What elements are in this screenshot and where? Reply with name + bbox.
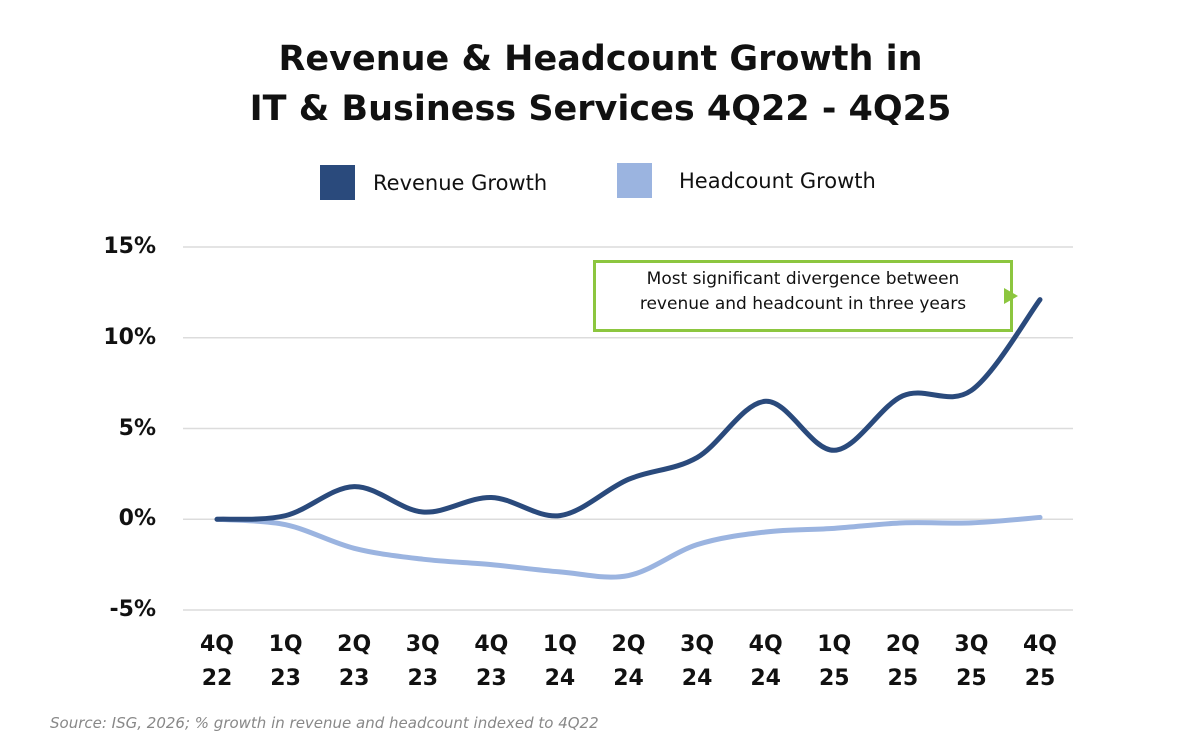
x-tick-label: 3Q 23 <box>405 632 440 691</box>
source: Source: ISG, 2026; % growth in revenue a… <box>50 714 599 732</box>
y-tick-label: 5% <box>118 415 156 441</box>
legend-label: Headcount Growth <box>679 169 876 193</box>
x-tick-label: 1Q 24 <box>542 632 577 691</box>
x-tick-label: 2Q 24 <box>611 632 646 691</box>
x-tick-label: 4Q 23 <box>474 632 509 691</box>
data-line <box>214 297 1043 522</box>
y-tick-label: 0% <box>118 506 156 532</box>
x-tick-label: 4Q 24 <box>748 632 783 691</box>
x-tick-label: 2Q 25 <box>885 632 920 691</box>
annotation: Most significant divergence between reve… <box>593 260 1013 332</box>
x-tick-label: 1Q 25 <box>817 632 852 691</box>
x-tick-label: 4Q 25 <box>1022 632 1057 691</box>
legend-swatch <box>617 163 652 198</box>
y-tick-label: 15% <box>103 234 156 259</box>
x-tick-label: 3Q 24 <box>680 632 715 691</box>
legend-swatch <box>320 165 355 200</box>
x-tick-label: 4Q 22 <box>199 632 234 691</box>
x-tick-label: 3Q 25 <box>954 632 989 691</box>
legend-label: Revenue Growth <box>373 171 548 195</box>
x-tick-label: 2Q 23 <box>337 632 372 691</box>
data-line <box>214 514 1043 580</box>
chart-title: Revenue & Headcount Growth in IT & Busin… <box>249 39 952 129</box>
y-tick-label: 10% <box>103 324 156 350</box>
y-tick-label: -5% <box>109 597 156 622</box>
x-tick-label: 1Q 23 <box>268 632 303 691</box>
